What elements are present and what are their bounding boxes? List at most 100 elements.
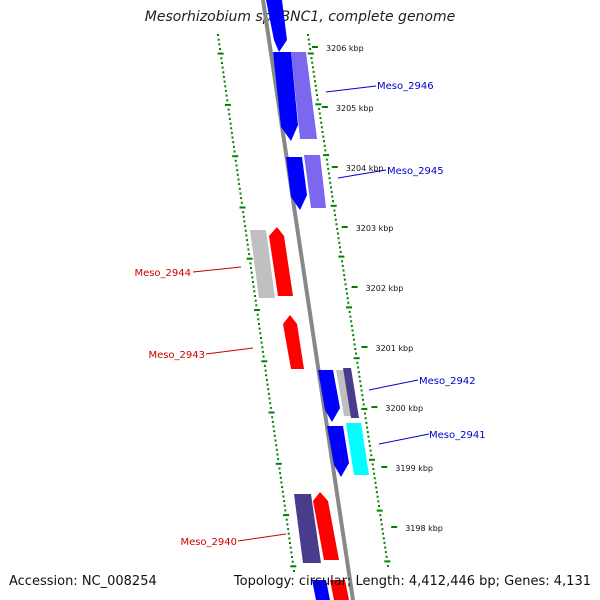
gc-right-dot — [338, 241, 341, 244]
gc-right-dot — [314, 80, 316, 83]
gc-left-dot — [286, 523, 289, 526]
gene-label-meso-2942[interactable]: Meso_2942 — [419, 376, 476, 387]
topology-text: Topology: circular; Length: 4,412,446 bp… — [233, 574, 591, 589]
feature-darkblue-meso-2942[interactable] — [343, 368, 359, 418]
gc-right-dot — [310, 57, 313, 60]
gc-right-dot — [381, 528, 384, 531]
feature-grey-meso-2944[interactable] — [250, 230, 275, 298]
feature-group-meso-2946[interactable] — [273, 52, 317, 141]
feature-group-meso-2944[interactable] — [250, 227, 293, 298]
gc-left-dot — [267, 388, 270, 391]
gc-right-dot — [384, 560, 391, 563]
gc-left-dot — [287, 532, 290, 535]
accession-text: Accession: NC_008254 — [9, 574, 157, 589]
gc-right-dot — [316, 98, 319, 101]
gc-left-dot — [236, 169, 239, 172]
feature-grey-meso-2942[interactable] — [336, 370, 352, 416]
gc-left-dot — [230, 131, 233, 134]
gc-left-dot — [224, 103, 231, 106]
gc-right-dot — [384, 546, 387, 549]
feature-darkblue-meso-2940[interactable] — [294, 494, 321, 563]
gc-right-dot — [376, 509, 383, 512]
tick-label: 3205 kbp — [336, 104, 374, 113]
feature-cyan-meso-2941[interactable] — [346, 423, 369, 475]
gc-left-dot — [226, 99, 229, 102]
gc-left-dot — [289, 546, 292, 549]
gc-left-dot — [261, 360, 268, 363]
feature-group-bottom[interactable] — [312, 580, 349, 600]
tick-marks: 3206 kbp 3205 kbp 3204 kbp 3203 kbp 3202 kbp… — [312, 44, 443, 533]
feature-group-meso-2945[interactable] — [286, 155, 326, 210]
gc-left-dot — [239, 206, 246, 209]
feature-forward-meso-2943[interactable] — [283, 315, 304, 369]
callout-line-meso-2942 — [368, 379, 419, 391]
gc-left-dot — [275, 444, 278, 447]
feature-group-meso-2943[interactable] — [283, 315, 304, 369]
gc-right-dot — [357, 371, 360, 374]
gc-right-dot — [341, 264, 344, 267]
gc-right-dot — [357, 366, 360, 369]
gc-right-dot — [345, 288, 348, 290]
gc-left-dot — [262, 355, 265, 358]
gc-right-dot — [372, 468, 375, 470]
feature-reverse-meso-2946[interactable] — [273, 52, 298, 141]
gc-right-dot — [325, 158, 328, 161]
gc-left-dot — [267, 392, 270, 395]
gc-left-dot — [285, 518, 288, 521]
gc-right-dot — [330, 186, 332, 189]
gc-left-dot — [237, 178, 240, 181]
feature-bottom-red[interactable] — [330, 580, 349, 600]
gc-left-dot — [250, 271, 253, 274]
gene-label-meso-2945[interactable]: Meso_2945 — [387, 166, 444, 177]
feature-forward-meso-2944[interactable] — [269, 227, 293, 296]
gc-left-dot — [238, 187, 241, 190]
tick-label: 3198 kbp — [405, 524, 443, 533]
feature-lightblue-meso-2946[interactable] — [291, 52, 317, 139]
feature-reverse-3206[interactable] — [266, 0, 287, 52]
feature-forward-meso-2940[interactable] — [313, 492, 339, 560]
gc-right-dot — [334, 214, 337, 217]
gc-right-dot — [382, 532, 385, 535]
gc-right-dot — [338, 255, 345, 258]
gene-label-meso-2940[interactable]: Meso_2940 — [180, 537, 237, 548]
gc-left-dot — [265, 374, 268, 377]
gc-right-dot — [349, 315, 352, 318]
gc-left-dot — [249, 262, 252, 265]
gc-right-dot — [318, 112, 321, 115]
gc-right-dot — [361, 408, 368, 410]
gc-right-dot — [367, 435, 370, 438]
feature-group-meso-2941[interactable] — [327, 423, 369, 477]
feature-reverse-meso-2942[interactable] — [318, 370, 340, 422]
gc-left-dot — [235, 164, 238, 167]
feature-reverse-meso-2945[interactable] — [286, 157, 307, 210]
gc-left-dot — [246, 243, 249, 246]
gc-right-dot — [333, 209, 336, 212]
gc-left-dot — [252, 285, 255, 288]
feature-reverse-meso-2941[interactable] — [327, 426, 349, 477]
feature-group-meso-2942[interactable] — [318, 368, 359, 422]
gc-right-dot — [353, 357, 360, 360]
gc-left-dot — [250, 267, 252, 269]
gc-left-dot — [248, 253, 251, 256]
gc-left-dot — [273, 434, 276, 437]
gc-right-dot — [360, 389, 363, 392]
gene-label-meso-2944[interactable]: Meso_2944 — [134, 268, 191, 279]
gc-left-dot — [277, 458, 280, 461]
gc-left-dot — [240, 197, 243, 200]
map-title: Mesorhizobium sp. BNC1, complete genome — [144, 9, 456, 25]
gene-label-meso-2943[interactable]: Meso_2943 — [148, 350, 205, 361]
feature-group-3206[interactable] — [266, 0, 287, 52]
gc-left-dot — [257, 318, 260, 321]
gc-left-dot — [279, 472, 282, 475]
gc-left-dot — [281, 490, 284, 493]
gc-right-dot — [339, 251, 342, 253]
feature-bottom-blue[interactable] — [312, 580, 330, 600]
gc-right-dot — [359, 384, 362, 387]
gc-left-dot — [283, 500, 286, 503]
gene-label-meso-2941[interactable]: Meso_2941 — [429, 430, 486, 441]
feature-lightblue-meso-2945[interactable] — [304, 155, 326, 208]
feature-group-meso-2940[interactable] — [294, 492, 339, 563]
gc-left-dot — [242, 215, 245, 218]
gene-label-meso-2946[interactable]: Meso_2946 — [377, 81, 434, 92]
